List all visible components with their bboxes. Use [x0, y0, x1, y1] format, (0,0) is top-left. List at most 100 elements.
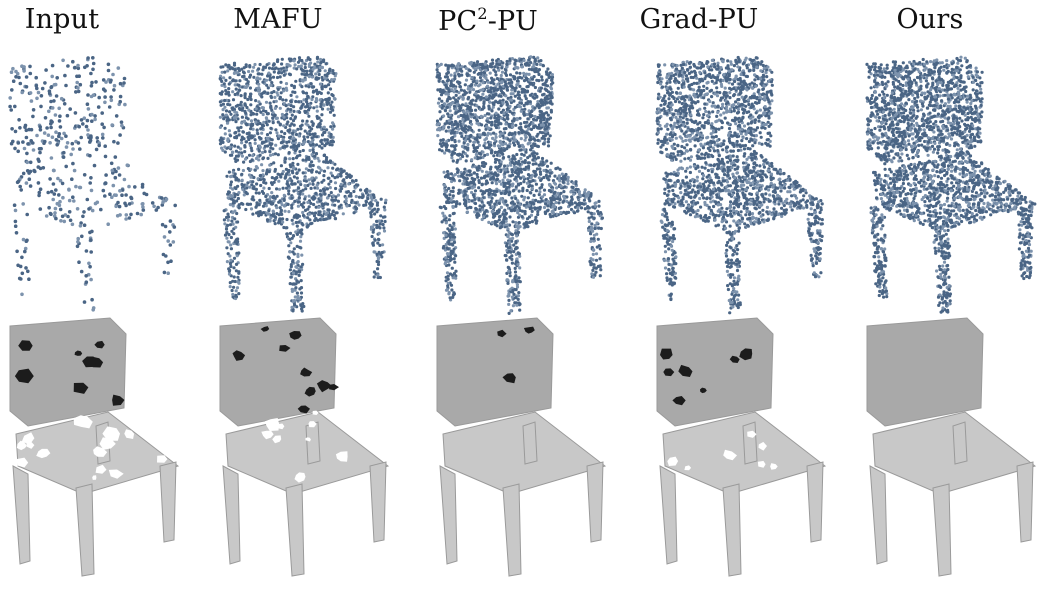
point	[226, 116, 230, 120]
point	[562, 210, 566, 214]
point	[278, 106, 282, 110]
point	[295, 171, 299, 175]
point-cloud-mafu	[218, 55, 388, 313]
point	[315, 143, 319, 147]
point	[528, 184, 532, 188]
point	[49, 119, 53, 123]
label-superscript: 2	[477, 4, 488, 23]
point	[234, 87, 238, 91]
point	[68, 218, 73, 223]
point	[103, 194, 107, 198]
point	[515, 71, 519, 75]
point	[44, 68, 48, 72]
point	[510, 295, 514, 299]
point	[436, 134, 440, 138]
point	[521, 189, 525, 193]
point	[314, 205, 318, 209]
point	[494, 157, 498, 162]
point	[277, 219, 281, 223]
point	[233, 135, 237, 140]
point	[275, 75, 280, 80]
point	[129, 195, 133, 200]
point	[247, 108, 251, 112]
point	[279, 91, 283, 95]
point	[278, 123, 282, 127]
point	[565, 211, 569, 215]
point	[223, 98, 227, 103]
point	[379, 214, 383, 218]
point	[542, 142, 546, 146]
point	[291, 260, 295, 264]
point	[343, 181, 347, 185]
point	[546, 106, 551, 110]
point	[268, 150, 272, 154]
point	[280, 172, 284, 176]
point	[254, 165, 258, 169]
point	[283, 157, 287, 161]
point	[288, 250, 292, 254]
point	[295, 265, 299, 269]
point	[311, 95, 315, 99]
point	[449, 82, 453, 86]
point	[377, 250, 381, 254]
point	[342, 169, 346, 173]
point	[152, 204, 156, 209]
point	[534, 67, 538, 71]
point	[168, 219, 173, 223]
point	[546, 208, 550, 212]
point	[233, 79, 237, 83]
point	[268, 195, 272, 199]
point	[336, 193, 341, 197]
point	[293, 288, 297, 292]
point	[118, 81, 123, 86]
point	[537, 193, 541, 197]
point	[237, 292, 241, 296]
point	[587, 216, 591, 220]
point	[350, 198, 354, 202]
point	[78, 224, 83, 228]
point	[280, 112, 284, 117]
point	[236, 240, 240, 244]
point	[65, 113, 70, 118]
point	[265, 63, 269, 67]
point	[449, 256, 453, 260]
point	[238, 103, 242, 107]
point	[318, 218, 322, 222]
point	[480, 107, 484, 111]
point	[76, 63, 80, 68]
point	[31, 148, 36, 152]
point	[535, 104, 540, 108]
point	[303, 140, 307, 144]
point	[300, 253, 304, 257]
point	[507, 78, 511, 82]
point	[333, 203, 337, 207]
point	[25, 160, 30, 165]
point	[253, 168, 257, 172]
point	[242, 71, 246, 75]
point	[315, 105, 319, 109]
point	[512, 76, 516, 81]
point	[514, 288, 518, 292]
point	[459, 88, 463, 92]
point	[292, 247, 296, 251]
point	[501, 220, 505, 224]
point	[509, 309, 513, 313]
mesh-hole	[21, 432, 35, 444]
mesh-hole	[265, 418, 280, 431]
point	[310, 196, 314, 200]
point	[52, 83, 57, 87]
point	[290, 305, 294, 309]
point	[538, 62, 543, 67]
point	[474, 152, 478, 157]
point	[491, 205, 495, 209]
point	[456, 191, 461, 195]
point	[572, 211, 577, 215]
point	[500, 80, 504, 84]
point	[469, 101, 473, 105]
point	[237, 191, 241, 195]
point	[285, 217, 289, 222]
point	[240, 138, 244, 142]
point	[492, 78, 496, 82]
point	[298, 245, 302, 249]
point	[103, 89, 107, 93]
